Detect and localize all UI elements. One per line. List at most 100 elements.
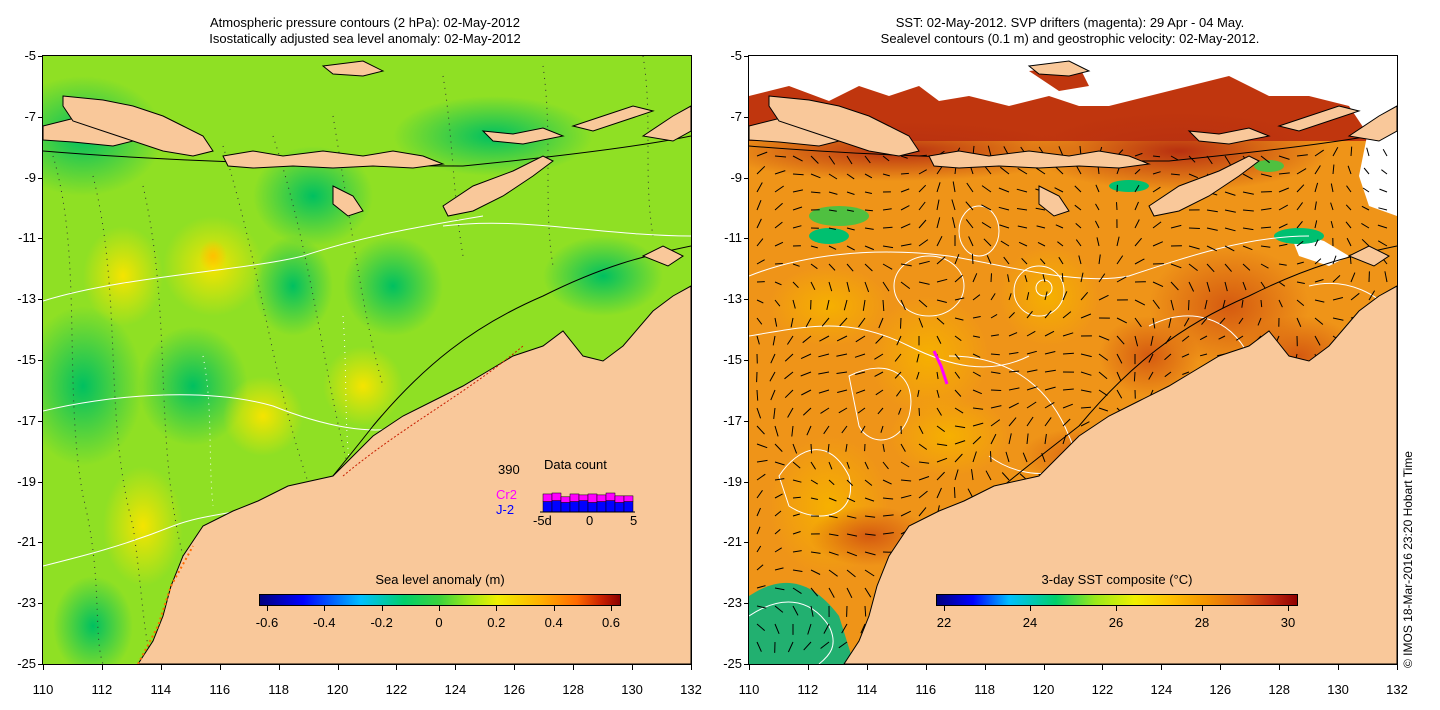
velocity-arrow — [810, 605, 814, 617]
velocity-arrow — [953, 487, 956, 499]
velocity-arrow — [875, 389, 884, 396]
velocity-arrow — [769, 371, 776, 382]
sst-colorbar-title: 3-day SST composite (°C) — [1041, 572, 1193, 587]
velocity-arrow — [936, 278, 948, 283]
sst-lat-label: -7 — [730, 108, 742, 124]
velocity-arrow — [1078, 255, 1082, 265]
velocity-arrow — [1058, 256, 1064, 265]
velocity-arrow — [1170, 299, 1175, 311]
velocity-arrow — [895, 389, 902, 397]
velocity-arrow — [1242, 173, 1253, 180]
velocity-arrow — [1062, 388, 1074, 391]
data-count-bar-j2 — [587, 502, 598, 513]
velocity-arrow — [1362, 187, 1370, 193]
velocity-arrow — [1314, 258, 1322, 265]
sst-lat-label: -17 — [723, 412, 742, 428]
velocity-arrow — [972, 335, 980, 338]
velocity-arrow — [841, 623, 848, 634]
velocity-arrow — [1116, 371, 1122, 382]
sla-lat-label: -9 — [24, 169, 36, 185]
sst-lon-label: 124 — [1150, 682, 1173, 697]
sst-lat-tick — [744, 542, 748, 544]
velocity-arrow — [810, 173, 821, 179]
sst-lon-tick — [1279, 665, 1281, 670]
velocity-arrow — [900, 317, 902, 329]
velocity-arrow — [1168, 317, 1172, 328]
velocity-arrow — [936, 371, 939, 380]
velocity-arrow — [756, 259, 765, 265]
velocity-arrow — [846, 569, 856, 578]
velocity-arrow — [846, 281, 850, 293]
velocity-arrow — [990, 419, 1001, 427]
velocity-arrow — [792, 299, 796, 309]
sla-colorbar-tick — [439, 606, 440, 611]
velocity-arrow — [774, 461, 785, 466]
sla-colorbar-tick — [496, 606, 498, 611]
velocity-arrow — [1116, 317, 1128, 324]
right-title-line1: SST: 02-May-2012. SVP drifters (magenta)… — [895, 15, 1245, 30]
velocity-arrow — [1042, 274, 1046, 283]
sla-colorbar-tick-label: -0.2 — [370, 615, 393, 630]
velocity-arrow — [1098, 254, 1101, 265]
velocity-arrow — [1055, 166, 1064, 175]
velocity-arrow — [1008, 312, 1015, 319]
sla-lon-label: 128 — [562, 682, 585, 697]
velocity-arrow — [1170, 224, 1182, 229]
velocity-arrow — [800, 353, 812, 360]
velocity-arrow — [784, 353, 794, 362]
velocity-arrow — [954, 297, 965, 301]
sla-lat-tick — [38, 664, 42, 665]
velocity-arrow — [972, 273, 978, 283]
velocity-arrow — [1242, 263, 1251, 271]
data-count-mission2: J-2 — [496, 502, 515, 517]
velocity-arrow — [828, 551, 839, 556]
velocity-arrow — [756, 182, 763, 193]
sst-lon-tick — [925, 665, 927, 670]
velocity-arrow — [954, 353, 960, 360]
velocity-arrow — [1188, 173, 1198, 179]
velocity-arrow — [1062, 311, 1072, 319]
velocity-arrow — [1332, 297, 1344, 301]
velocity-arrow — [1296, 184, 1305, 193]
sla-lon-label: 116 — [209, 682, 231, 697]
sst-map[interactable] — [748, 55, 1398, 665]
velocity-arrow — [774, 263, 783, 265]
velocity-arrow — [1116, 389, 1123, 399]
indonesia-islands — [43, 60, 691, 267]
sst-colorbar-tick-label: 26 — [1108, 615, 1124, 630]
velocity-arrow — [756, 545, 762, 553]
sst-lon-tick — [1161, 665, 1163, 670]
velocity-arrow — [1170, 155, 1179, 161]
velocity-arrow — [1008, 433, 1012, 445]
sla-lon-tick — [278, 665, 280, 670]
data-count-bar-j2 — [542, 501, 553, 513]
velocity-arrow — [784, 371, 794, 380]
velocity-arrow — [1026, 350, 1037, 355]
velocity-arrow — [756, 605, 767, 609]
sla-map[interactable] — [42, 55, 692, 665]
sst-colorbar-tick — [1030, 606, 1031, 611]
sst-lon-tick — [1397, 665, 1398, 670]
data-count-bar-j2 — [560, 502, 571, 513]
velocity-arrow — [1022, 452, 1028, 463]
velocity-arrow — [1021, 257, 1028, 265]
velocity-arrow — [1080, 421, 1090, 427]
sla-colorbar-tick-label: 0.4 — [544, 615, 563, 630]
sst-lon-label: 114 — [856, 682, 878, 697]
velocity-arrow — [756, 165, 766, 175]
velocity-arrow — [954, 425, 966, 429]
velocity-arrow — [810, 443, 813, 454]
velocity-arrow — [1152, 171, 1161, 175]
velocity-arrow — [985, 470, 992, 481]
velocity-arrow — [1001, 472, 1010, 481]
velocity-arrow — [882, 263, 893, 270]
velocity-arrow — [894, 371, 902, 379]
velocity-arrow — [1134, 317, 1142, 328]
velocity-arrow — [936, 389, 940, 398]
velocity-arrow — [972, 407, 984, 410]
sla-colorbar-tick — [611, 606, 612, 611]
velocity-arrow — [756, 200, 762, 211]
velocity-arrow — [837, 389, 848, 393]
velocity-arrow — [1260, 299, 1263, 308]
sla-lat-label: -15 — [17, 352, 36, 367]
